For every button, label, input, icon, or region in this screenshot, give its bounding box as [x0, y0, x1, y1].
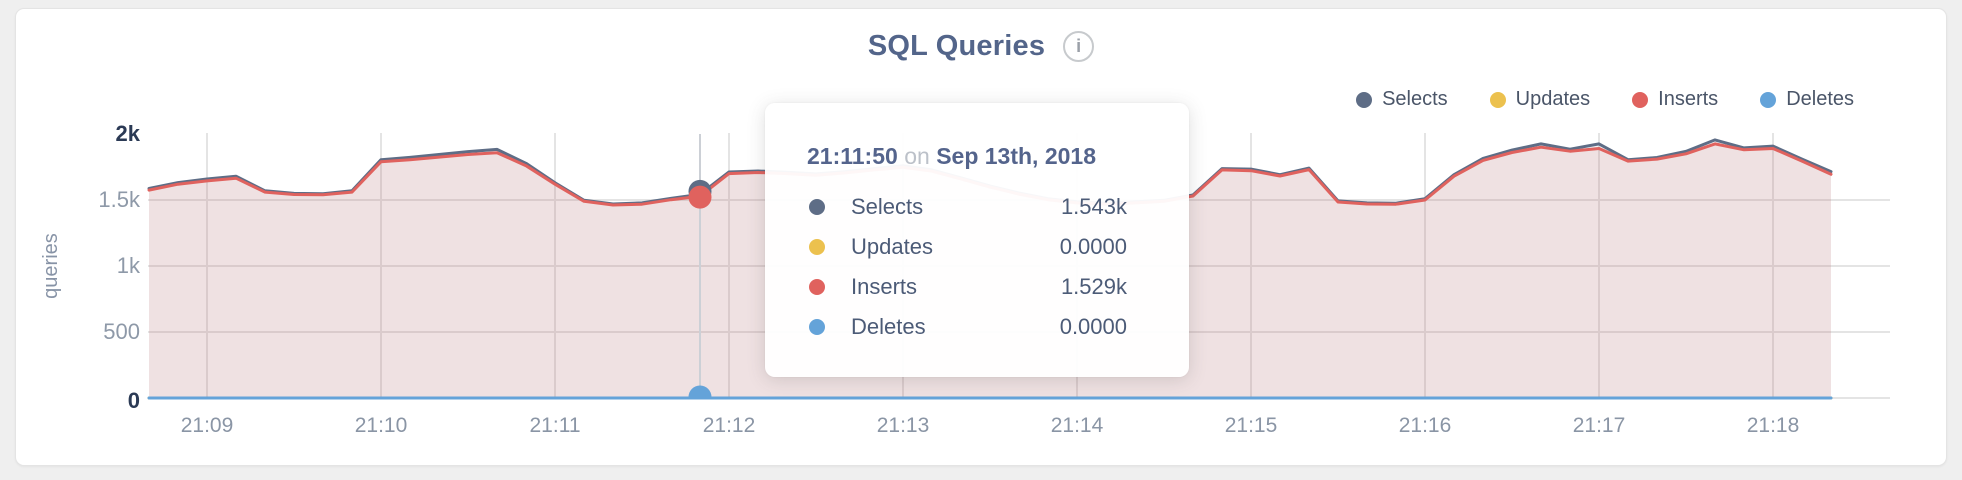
inserts-dot-icon	[809, 279, 825, 295]
tooltip-row-inserts: Inserts 1.529k	[807, 267, 1127, 307]
chart-title: SQL Queries	[867, 30, 1046, 62]
tooltip-series-value: 0.0000	[1059, 314, 1127, 339]
tooltip-series-label: Selects	[851, 194, 924, 219]
deletes-dot-icon	[1760, 91, 1777, 108]
selects-dot-icon	[1356, 91, 1373, 108]
legend-item-updates[interactable]: Updates	[1489, 88, 1591, 111]
tooltip-header: 21:11:50 on Sep 13th, 2018	[807, 143, 1127, 175]
chart-header: SQL Queries i	[0, 30, 1962, 63]
tooltip-series-label: Updates	[851, 234, 933, 259]
chart-legend: Selects Updates Inserts Deletes	[1356, 88, 1854, 111]
tooltip-rows: Selects 1.543k Updates 0.0000 Inserts 1.…	[807, 187, 1127, 347]
updates-dot-icon	[809, 239, 825, 255]
legend-label: Updates	[1515, 88, 1591, 110]
inserts-dot-icon	[1632, 91, 1649, 108]
tooltip-date: Sep 13th, 2018	[936, 143, 1096, 169]
legend-item-selects[interactable]: Selects	[1356, 88, 1448, 111]
tooltip-series-label: Inserts	[851, 274, 918, 299]
tooltip-time: 21:11:50	[807, 143, 898, 169]
deletes-dot-icon	[809, 319, 825, 335]
legend-label: Inserts	[1658, 88, 1719, 110]
updates-dot-icon	[1489, 91, 1506, 108]
tooltip-series-value: 1.543k	[1060, 194, 1127, 219]
tooltip-row-deletes: Deletes 0.0000	[807, 307, 1127, 347]
legend-label: Deletes	[1786, 88, 1854, 110]
legend-label: Selects	[1382, 88, 1448, 110]
tooltip-series-value: 1.529k	[1060, 274, 1127, 299]
chart-tooltip: 21:11:50 on Sep 13th, 2018 Selects 1.543…	[765, 103, 1189, 377]
tooltip-series-value: 0.0000	[1059, 234, 1127, 259]
info-icon[interactable]: i	[1063, 31, 1095, 62]
selects-dot-icon	[809, 199, 825, 215]
tooltip-row-updates: Updates 0.0000	[807, 227, 1127, 267]
tooltip-on-word: on	[904, 143, 930, 169]
legend-item-inserts[interactable]: Inserts	[1632, 88, 1718, 111]
legend-item-deletes[interactable]: Deletes	[1760, 88, 1854, 111]
tooltip-series-label: Deletes	[851, 314, 926, 339]
tooltip-row-selects: Selects 1.543k	[807, 187, 1127, 227]
